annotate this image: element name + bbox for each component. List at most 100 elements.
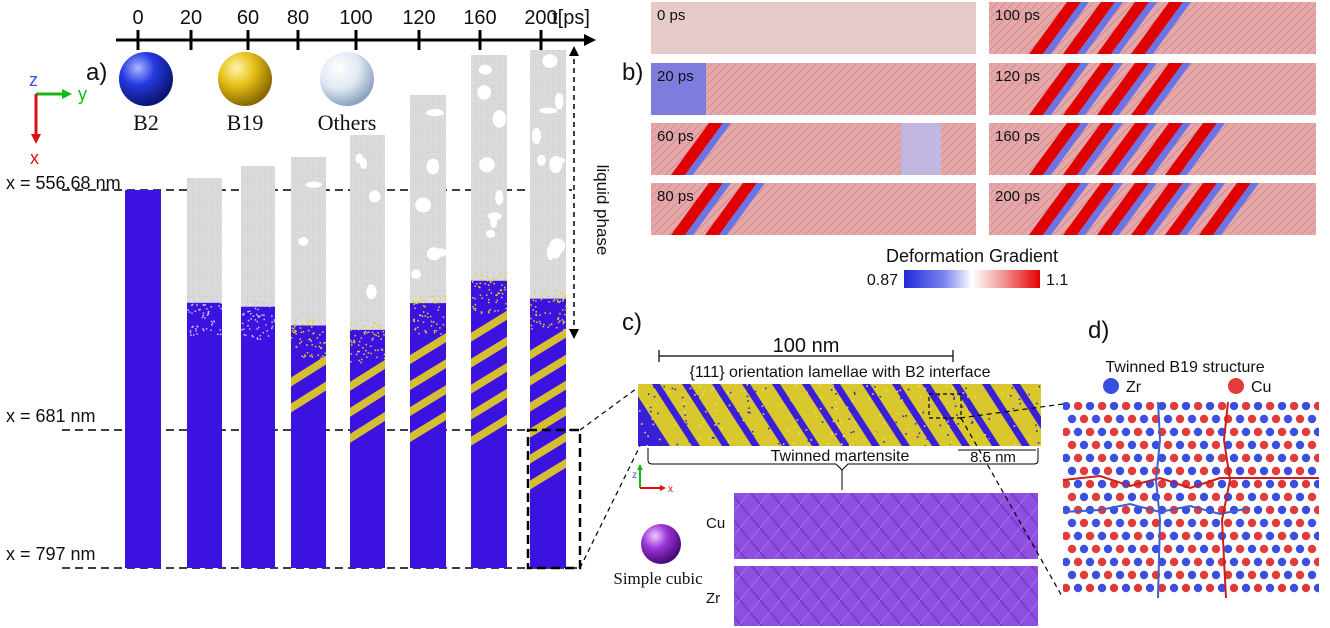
speckle: [834, 402, 837, 404]
speckle: [419, 314, 422, 317]
speckle: [947, 420, 949, 423]
zr-atom: [1133, 453, 1143, 463]
speckle: [247, 310, 249, 313]
zr-atom: [1211, 414, 1221, 424]
speckle: [561, 292, 564, 295]
speckle: [210, 301, 213, 303]
speckle: [793, 426, 796, 428]
cu-atom-icon: [1228, 378, 1244, 394]
zr-atom: [1097, 479, 1107, 489]
zr-atom: [1073, 427, 1083, 437]
cu-atom: [1115, 440, 1125, 450]
zr-atom: [1091, 518, 1101, 528]
speckle: [644, 431, 646, 434]
speckle: [854, 421, 857, 424]
cu-sublattice-slab: [734, 493, 1038, 559]
zr-atom: [1211, 570, 1221, 580]
speckle: [671, 387, 674, 390]
speckle: [928, 409, 930, 412]
cu-slab-label: Cu: [706, 515, 725, 532]
speckle: [962, 392, 965, 394]
speckle: [210, 320, 213, 323]
cu-atom: [1235, 492, 1245, 502]
speckle: [556, 301, 559, 303]
speckle: [370, 352, 372, 355]
cu-atom: [1079, 570, 1089, 580]
speckle: [851, 441, 854, 444]
timeline-tick-label: 100: [339, 7, 372, 29]
speckle: [877, 406, 879, 408]
cu-atom: [1169, 557, 1179, 567]
cu-atom: [1265, 402, 1275, 411]
speckle: [252, 315, 255, 317]
speckle: [259, 334, 261, 337]
speckle: [885, 389, 888, 391]
zr-atom: [1241, 531, 1251, 541]
b19-lamella: [900, 384, 962, 446]
speckle: [685, 420, 687, 422]
speckle: [531, 328, 533, 330]
speckle: [832, 384, 834, 387]
zr-atom: [1085, 453, 1095, 463]
void: [531, 127, 541, 145]
speckle: [251, 335, 253, 337]
speckle: [319, 347, 322, 349]
speckle: [254, 319, 257, 321]
speckle: [190, 334, 192, 336]
speckle: [638, 409, 641, 412]
speckle: [262, 331, 265, 334]
speckle: [748, 407, 751, 410]
speckle: [1034, 415, 1037, 418]
b19-band: [530, 432, 566, 464]
speckle: [271, 325, 274, 328]
speckle: [663, 385, 665, 388]
speckle: [786, 429, 789, 432]
zr-atom: [1067, 518, 1077, 528]
zr-atom: [1301, 505, 1311, 515]
speckle: [939, 424, 942, 427]
speckle: [918, 385, 920, 388]
speckle: [195, 328, 197, 330]
zr-atom: [1235, 518, 1245, 528]
void: [478, 64, 492, 75]
cu-atom: [1313, 402, 1319, 411]
speckle: [205, 328, 208, 330]
speckle: [947, 434, 949, 436]
zr-atom: [1235, 414, 1245, 424]
cu-atom: [1139, 440, 1149, 450]
speckle: [638, 403, 640, 406]
speckle: [496, 299, 499, 302]
speckle: [684, 411, 686, 414]
time-column: [241, 166, 276, 568]
speckle: [545, 291, 547, 293]
b19-lamella: [780, 384, 842, 446]
zr-atom: [1229, 557, 1239, 567]
zr-atom: [1181, 557, 1191, 567]
speckle: [952, 394, 955, 396]
cu-atom: [1241, 453, 1251, 463]
zr-atom: [1091, 414, 1101, 424]
speckle: [544, 312, 547, 314]
cu-atom: [1067, 440, 1077, 450]
zr-atom: [1277, 557, 1287, 567]
b19-lamella: [638, 384, 692, 446]
speckle: [879, 414, 881, 417]
position-top-label: x = 556.68 nm: [6, 173, 121, 193]
zr-atom: [1277, 505, 1287, 515]
speckle: [256, 328, 258, 330]
speckle: [300, 340, 303, 343]
speckle: [838, 425, 841, 428]
b19-band: [410, 333, 446, 365]
snapshot-0: 0 ps: [651, 2, 976, 54]
cu-atom: [1271, 518, 1281, 528]
speckle: [376, 356, 378, 359]
speckle: [353, 341, 355, 344]
twin-band: [1029, 123, 1081, 175]
speckle: [192, 296, 195, 298]
speckle: [294, 325, 296, 328]
cu-atom: [1199, 570, 1209, 580]
speckle: [295, 333, 297, 335]
cu-atom: [1175, 466, 1185, 476]
speckle: [699, 425, 702, 428]
speckle: [1040, 397, 1041, 400]
